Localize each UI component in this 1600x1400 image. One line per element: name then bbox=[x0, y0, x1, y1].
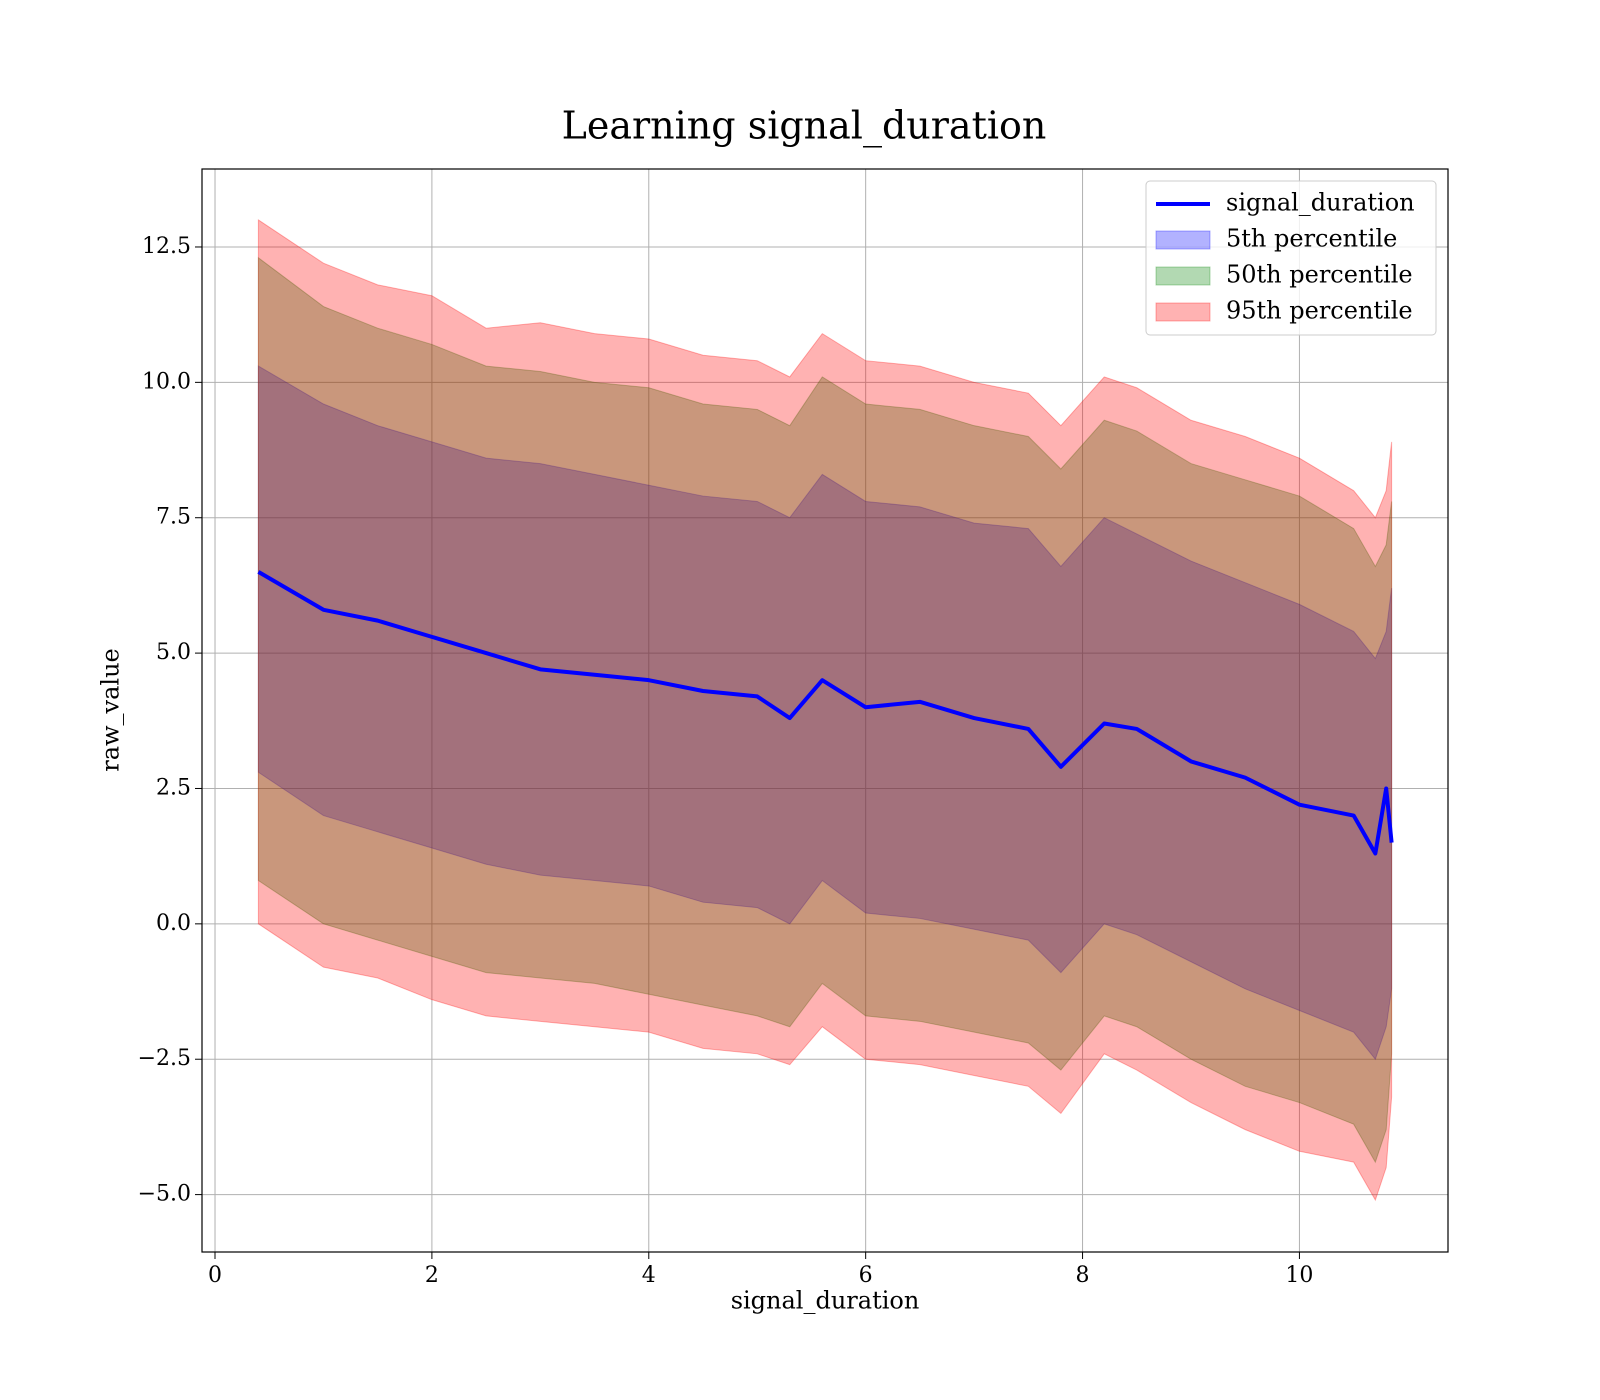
legend-box bbox=[1145, 180, 1437, 336]
y-tick-label: 12.5 bbox=[142, 234, 191, 259]
plot-frame bbox=[201, 168, 1449, 1253]
percentile-band bbox=[257, 256, 1393, 1164]
data-line bbox=[257, 570, 1394, 856]
percentile-band bbox=[257, 218, 1393, 1202]
y-tick-label: 2.5 bbox=[156, 775, 191, 800]
x-tick-label: 6 bbox=[859, 1263, 873, 1288]
legend-patch bbox=[1155, 230, 1211, 250]
legend-label: 95th percentile bbox=[1226, 297, 1413, 325]
y-tick-label: 5.0 bbox=[156, 640, 191, 665]
y-tick-label: 10.0 bbox=[142, 369, 191, 394]
y-tick-label: −2.5 bbox=[138, 1046, 191, 1071]
x-tick-label: 0 bbox=[208, 1263, 222, 1288]
chart-title: Learning signal_duration bbox=[562, 104, 1047, 149]
percentile-band bbox=[257, 365, 1393, 1061]
x-tick-label: 2 bbox=[425, 1263, 439, 1288]
legend-patch bbox=[1155, 302, 1211, 322]
x-tick-label: 4 bbox=[642, 1263, 656, 1288]
x-axis-label: signal_duration bbox=[731, 1287, 920, 1315]
x-tick-label: 10 bbox=[1285, 1263, 1313, 1288]
y-tick-label: 0.0 bbox=[156, 911, 191, 936]
legend-label: 50th percentile bbox=[1226, 261, 1413, 289]
legend-label: 5th percentile bbox=[1226, 225, 1397, 253]
y-tick-label: −5.0 bbox=[138, 1182, 191, 1207]
legend-label: signal_duration bbox=[1226, 189, 1415, 217]
y-axis-label: raw_value bbox=[97, 648, 125, 772]
y-tick-label: 7.5 bbox=[156, 505, 191, 530]
x-tick-label: 8 bbox=[1076, 1263, 1090, 1288]
legend-patch bbox=[1155, 266, 1211, 286]
